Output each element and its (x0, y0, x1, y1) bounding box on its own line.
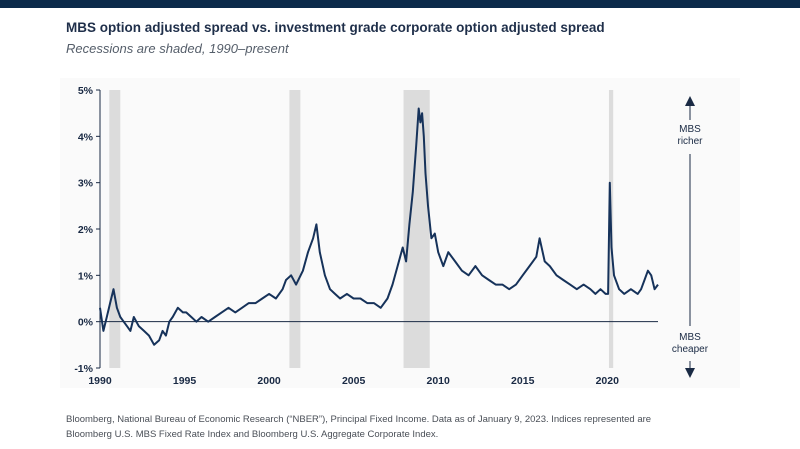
annotation-lower-label: cheaper (672, 344, 709, 355)
up-arrow-icon (685, 96, 695, 106)
x-tick-label: 1990 (88, 375, 112, 387)
x-tick-label: 2010 (427, 375, 451, 387)
y-tick-label: 4% (78, 131, 94, 143)
chart-title: MBS option adjusted spread vs. investmen… (66, 20, 605, 35)
y-tick-label: 0% (78, 317, 94, 329)
y-tick-label: 3% (78, 178, 94, 190)
annotation-lower-label: MBS (679, 332, 701, 343)
x-tick-label: 2005 (342, 375, 366, 387)
chart-subtitle: Recessions are shaded, 1990–present (66, 41, 289, 56)
y-tick-label: 1% (78, 270, 94, 282)
chart-panel: -1% 0% 1% 2% 3% 4% 5% 1990 1995 2000 2005 2010 2015 2… (60, 78, 740, 388)
x-tick-label: 2015 (511, 375, 535, 387)
series-line (99, 107, 659, 346)
x-tick-label: 1995 (173, 375, 197, 387)
footnote: Bloomberg, National Bureau of Economic R… (66, 412, 766, 442)
x-tick-label: 2000 (257, 375, 281, 387)
y-tick-label: -1% (74, 363, 93, 375)
recession-band (289, 90, 301, 368)
down-arrow-icon (685, 368, 695, 378)
x-tick-label: 2020 (596, 375, 620, 387)
annotation-upper-label: richer (677, 136, 703, 147)
footnote-line-2: Bloomberg U.S. MBS Fixed Rate Index and … (66, 429, 439, 440)
recession-band (109, 90, 121, 368)
line-chart: -1% 0% 1% 2% 3% 4% 5% 1990 1995 2000 2005 2010 2015 2… (74, 85, 709, 387)
y-tick-label: 2% (78, 224, 94, 236)
header-bar (0, 0, 800, 8)
annotation-upper-label: MBS (679, 124, 701, 135)
y-tick-label: 5% (78, 85, 94, 97)
footnote-line-1: Bloomberg, National Bureau of Economic R… (66, 414, 652, 425)
